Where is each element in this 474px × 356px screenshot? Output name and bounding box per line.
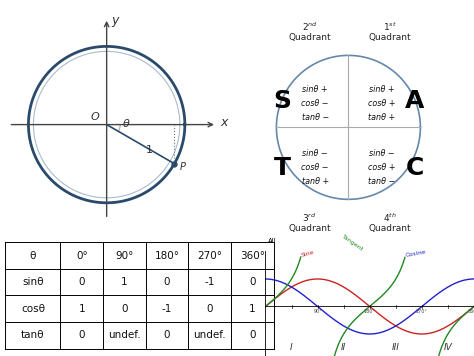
Text: A: A: [405, 89, 425, 113]
Text: 360°: 360°: [468, 309, 474, 314]
Text: Tangent: Tangent: [341, 234, 364, 252]
Text: cosθ: cosθ: [21, 304, 45, 314]
Text: P: P: [179, 162, 185, 172]
Text: II: II: [341, 344, 346, 352]
Text: C: C: [406, 156, 424, 179]
Text: I: I: [290, 344, 293, 352]
Text: 2$^{nd}$: 2$^{nd}$: [301, 20, 318, 32]
Text: 0: 0: [79, 330, 85, 340]
Text: All: All: [268, 238, 277, 244]
Text: 0: 0: [79, 277, 85, 287]
Text: 180°: 180°: [364, 309, 376, 314]
Text: undef.: undef.: [193, 330, 226, 340]
Text: Quadrant: Quadrant: [369, 33, 411, 42]
Text: 3$^{rd}$: 3$^{rd}$: [302, 211, 317, 224]
Text: sinθ +
cosθ −
tanθ −: sinθ + cosθ − tanθ −: [301, 85, 329, 122]
Text: 90°: 90°: [115, 251, 134, 261]
Text: Quadrant: Quadrant: [288, 33, 331, 42]
Text: 0: 0: [164, 277, 170, 287]
Text: θ: θ: [30, 251, 36, 261]
Text: 1$^{st}$: 1$^{st}$: [383, 20, 397, 32]
Text: 0: 0: [249, 277, 255, 287]
Text: 0: 0: [206, 304, 213, 314]
Text: 1: 1: [249, 304, 255, 314]
Text: O: O: [90, 112, 99, 122]
Text: 360°: 360°: [240, 251, 265, 261]
Text: 0: 0: [249, 330, 255, 340]
Text: Cosine: Cosine: [404, 249, 426, 258]
Text: 1: 1: [79, 304, 85, 314]
Text: 270°: 270°: [197, 251, 222, 261]
Text: 0: 0: [121, 304, 128, 314]
Text: tanθ: tanθ: [21, 330, 45, 340]
Text: sinθ: sinθ: [22, 277, 44, 287]
Text: x: x: [220, 116, 228, 129]
Text: 4$^{th}$: 4$^{th}$: [383, 211, 397, 224]
Text: Sine: Sine: [300, 250, 315, 258]
Text: Quadrant: Quadrant: [369, 224, 411, 233]
Text: 1: 1: [146, 145, 153, 155]
Text: 90°: 90°: [313, 309, 322, 314]
Text: 270°: 270°: [416, 309, 428, 314]
Text: S: S: [273, 89, 291, 113]
Text: sinθ +
cosθ +
tanθ +: sinθ + cosθ + tanθ +: [368, 85, 395, 122]
Text: -1: -1: [162, 304, 172, 314]
Text: sinθ −
cosθ −
tanθ +: sinθ − cosθ − tanθ +: [301, 149, 329, 186]
Text: undef.: undef.: [108, 330, 141, 340]
Text: 180°: 180°: [155, 251, 180, 261]
Text: sinθ −
cosθ +
tanθ −: sinθ − cosθ + tanθ −: [368, 149, 395, 186]
Text: 1: 1: [121, 277, 128, 287]
Text: -1: -1: [204, 277, 215, 287]
Text: Quadrant: Quadrant: [288, 224, 331, 233]
Text: 0: 0: [164, 330, 170, 340]
Text: θ: θ: [122, 119, 129, 130]
Text: 0°: 0°: [76, 251, 88, 261]
Text: y: y: [111, 14, 119, 27]
Text: T: T: [273, 156, 291, 179]
Text: IV: IV: [444, 344, 452, 352]
Text: III: III: [392, 344, 400, 352]
